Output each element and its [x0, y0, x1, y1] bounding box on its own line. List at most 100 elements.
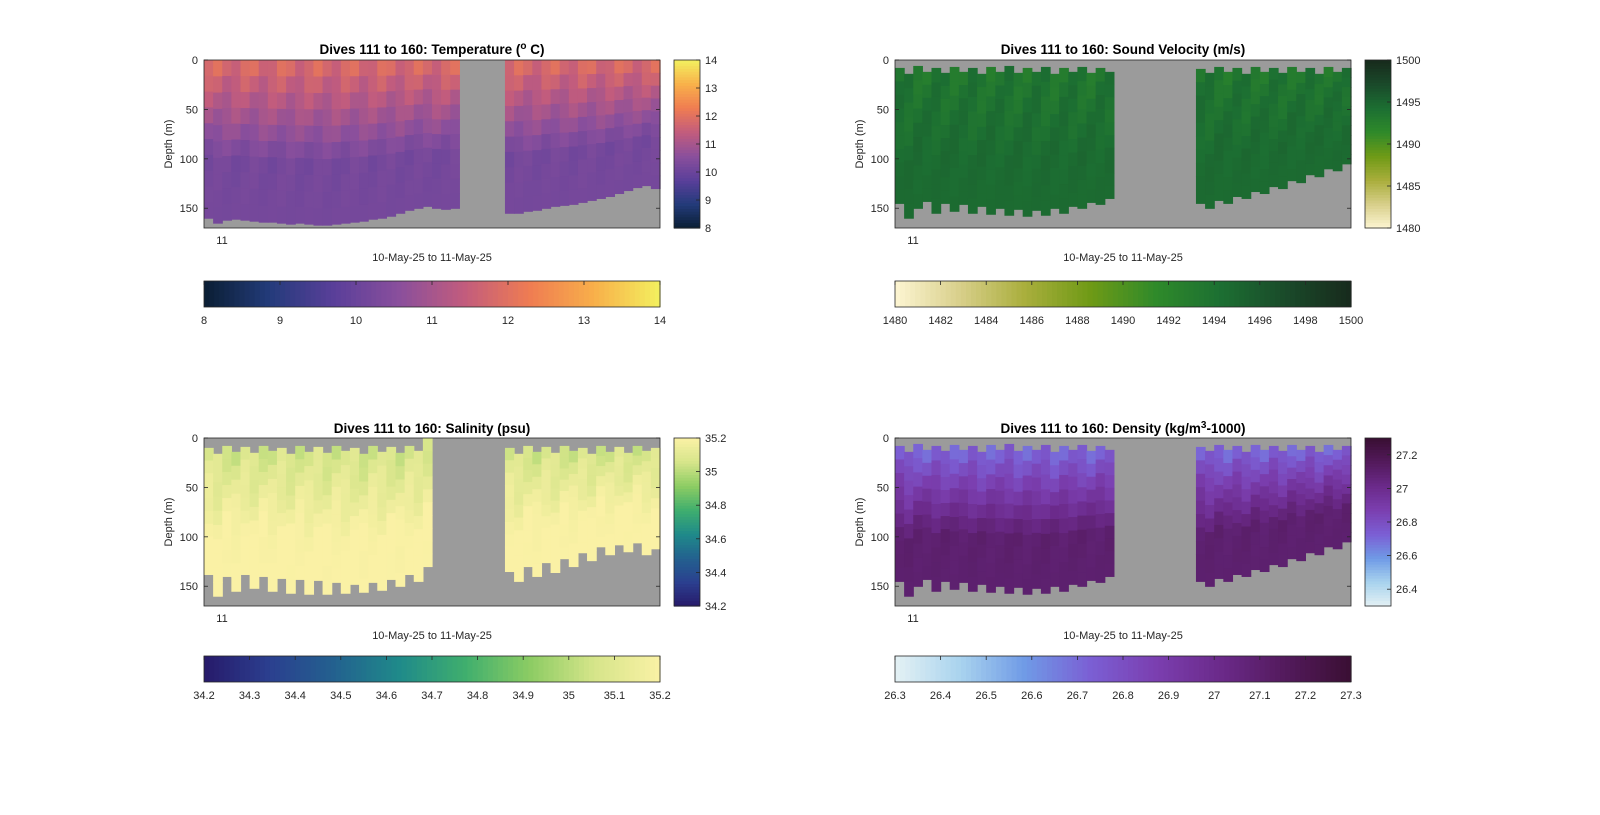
data-cell [550, 476, 561, 490]
colorbar-swatch [1036, 656, 1043, 682]
data-cell [949, 502, 960, 518]
colorbar-swatch [1365, 62, 1391, 67]
colorbar-swatch [1365, 538, 1391, 543]
data-cell [995, 558, 1006, 574]
data-cell [1296, 472, 1306, 484]
data-cell [1022, 171, 1033, 188]
colorbar-swatch [1269, 281, 1276, 307]
data-cell [295, 525, 305, 540]
data-cell [931, 198, 942, 214]
colorbar-swatch [1178, 656, 1185, 682]
data-cell [377, 451, 387, 467]
data-cell [1305, 163, 1316, 176]
data-cell [231, 549, 242, 564]
colorbar-swatch [320, 656, 327, 682]
data-cell [441, 89, 451, 106]
data-cell [967, 474, 978, 491]
data-cell [1332, 538, 1343, 550]
data-cell [559, 147, 570, 163]
colorbar-swatch [1365, 499, 1391, 503]
colorbar-tick-label: 8 [705, 223, 711, 235]
data-cell [532, 464, 543, 478]
data-cell [386, 526, 397, 541]
data-cell [1268, 79, 1279, 93]
data-cell [231, 107, 242, 125]
colorbar-swatch [1365, 132, 1391, 137]
data-cell [895, 527, 905, 542]
data-cell [1077, 557, 1088, 573]
colorbar-swatch [1365, 138, 1391, 142]
data-cell [213, 157, 223, 175]
data-cell [368, 500, 378, 515]
colorbar-swatch [421, 656, 428, 682]
colorbar-swatch [1365, 149, 1391, 153]
data-cell [967, 111, 978, 127]
data-cell [240, 76, 251, 93]
data-cell [295, 76, 305, 94]
data-cell [641, 172, 652, 187]
colorbar-tick-label: 26.8 [1112, 690, 1133, 702]
colorbar-swatch [1148, 656, 1154, 682]
data-cell [322, 466, 333, 482]
data-cell [304, 207, 315, 225]
colorbar-swatch [996, 281, 1002, 307]
data-cell [1305, 509, 1316, 522]
data-cell [550, 147, 561, 163]
data-cell [1305, 445, 1316, 458]
data-cell [504, 75, 515, 92]
data-cell [204, 60, 214, 77]
data-cell [913, 529, 923, 545]
data-cell [587, 60, 597, 75]
data-cell [222, 92, 232, 109]
colorbar-swatch [381, 656, 387, 682]
data-cell [1259, 547, 1270, 560]
data-cell [1004, 503, 1015, 520]
data-cell [958, 164, 969, 179]
data-cell [1031, 532, 1042, 548]
data-cell [1086, 515, 1097, 530]
colorbar-swatch [315, 281, 322, 307]
data-cell [550, 118, 561, 134]
chart-title-superscript: 3 [1201, 420, 1207, 431]
data-cell [568, 473, 579, 487]
data-cell [958, 191, 969, 205]
data-cell [504, 546, 515, 560]
data-cell [240, 472, 251, 486]
data-cell [1305, 456, 1316, 468]
data-cell [1022, 156, 1033, 173]
data-cell [1296, 71, 1306, 84]
data-cell [1268, 174, 1279, 188]
data-cell [1332, 91, 1343, 103]
data-cell [331, 473, 342, 488]
data-cell [1059, 67, 1069, 84]
data-cell [1031, 141, 1042, 156]
data-cell [1059, 547, 1069, 563]
y-tick-label: 0 [192, 433, 198, 445]
data-cell [913, 80, 923, 95]
data-cell [977, 571, 987, 585]
data-cell [931, 111, 942, 127]
data-cell [377, 186, 387, 203]
colorbar-swatch [1173, 281, 1180, 307]
colorbar-swatch [1365, 592, 1391, 596]
data-cell [276, 552, 287, 566]
data-cell [1086, 554, 1097, 568]
data-cell [632, 465, 643, 476]
data-cell [1086, 124, 1097, 139]
data-cell [1332, 101, 1343, 112]
colorbar-tick-label: 14 [705, 55, 717, 67]
data-cell [1341, 87, 1352, 98]
data-cell [286, 565, 296, 580]
data-cell [541, 458, 552, 471]
data-cell [1059, 518, 1069, 534]
data-cell [931, 576, 942, 592]
data-cell [1022, 505, 1033, 521]
data-cell [1287, 78, 1297, 91]
data-cell [940, 98, 951, 113]
colorbar-swatch [219, 281, 225, 307]
data-cell [1022, 112, 1033, 128]
data-cell [1077, 572, 1088, 587]
data-cell [614, 180, 625, 195]
colorbar-swatch [940, 281, 947, 307]
data-cell [995, 112, 1006, 128]
